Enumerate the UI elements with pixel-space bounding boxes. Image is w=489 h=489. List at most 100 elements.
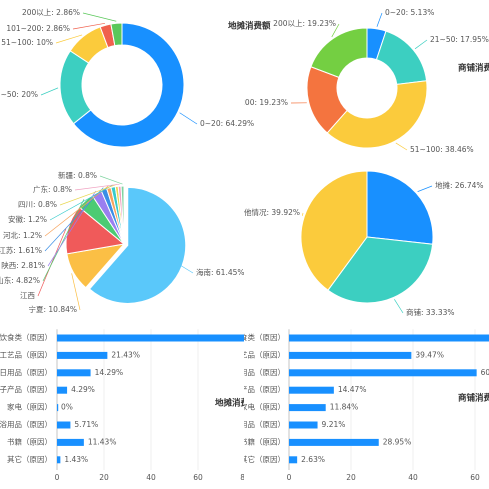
value-label: 14.29% <box>95 368 124 377</box>
slice-label: 江苏: 1.61% <box>0 245 42 255</box>
value-label: 5.71% <box>74 420 98 429</box>
value-label: 1.43% <box>64 455 88 464</box>
bar <box>289 334 489 342</box>
chart-panel: 商铺消费额 0~20: 5.13% 21~50: 17.95% 51~100: 38.… <box>220 8 489 154</box>
leader-line <box>395 142 408 151</box>
leader-line <box>376 12 383 27</box>
value-label: 21.43% <box>111 350 140 359</box>
bar <box>289 404 326 412</box>
slice <box>326 80 428 149</box>
leader-line <box>394 299 404 314</box>
slice-label: 陕西: 2.81% <box>1 260 45 270</box>
bar <box>289 456 298 464</box>
value-label: 14.47% <box>338 385 367 394</box>
slice-label: 51~100: 10% <box>1 38 53 47</box>
slice-label: 101~200: 19.23% <box>220 98 288 107</box>
value-label: 11.43% <box>88 437 117 446</box>
slice-label: 0~20: 5.13% <box>385 8 434 17</box>
slice <box>120 185 125 245</box>
slice-label: 四川: 0.8% <box>18 200 57 209</box>
bar <box>57 438 84 446</box>
category-label: 书籍（原因） <box>7 436 52 446</box>
slice-label: 101~200: 2.86% <box>6 24 70 33</box>
bar <box>289 386 334 394</box>
category-label: 工艺品（原因） <box>233 350 286 359</box>
slice-label: 海南: 61.45% <box>196 267 245 277</box>
value-label: 39.47% <box>415 350 444 359</box>
leader-line <box>55 34 83 44</box>
x-tick-label: 40 <box>408 473 418 482</box>
leader-line <box>42 199 85 282</box>
value-label: 9.21% <box>322 420 346 429</box>
bar <box>57 351 108 359</box>
bar <box>57 421 71 429</box>
leader-line <box>417 185 433 192</box>
value-label: 28.95% <box>383 437 412 446</box>
category-label: 日用品（原因） <box>233 368 286 377</box>
slice-label: 广东: 0.8% <box>33 184 72 194</box>
slice-label: 江西 <box>20 291 35 300</box>
chart-panel: 地摊消费额 0~20: 64.29% 21~50: 20% 51~100: 10% 10… <box>0 8 271 148</box>
slice-label: 200以上: 2.86% <box>22 8 80 17</box>
x-tick-label: 0 <box>55 473 60 482</box>
slice-label: 21~50: 17.95% <box>430 35 489 44</box>
x-tick-label: 20 <box>99 473 109 482</box>
chart-title: 地摊消费额 <box>228 21 271 32</box>
leader-line <box>44 187 104 252</box>
leader-line <box>331 23 340 38</box>
category-label: 其它（原因） <box>240 454 285 464</box>
leader-line <box>71 273 81 311</box>
leader-line <box>47 190 97 267</box>
slice <box>327 236 434 304</box>
category-label: 书籍（原因） <box>240 436 285 446</box>
category-label: 电子产品（原因） <box>0 384 52 394</box>
x-tick-label: 60 <box>470 473 480 482</box>
x-tick-label: 0 <box>287 473 292 482</box>
value-label: 0% <box>61 403 73 412</box>
bar <box>57 456 61 464</box>
slice <box>300 170 368 291</box>
chart-panel: 0 20 40 60 80 地摊消费额 饮食类（原因） 工艺品（原因） 21.43% 日用品（原因… <box>0 329 258 482</box>
slice <box>72 22 185 148</box>
value-label: 4.29% <box>71 385 95 394</box>
bar <box>289 369 477 377</box>
chart-panel: 地摊: 26.74% 商铺: 33.33% 其他情况: 39.92% <box>236 170 484 317</box>
leader-line <box>99 175 123 185</box>
x-tick-label: 20 <box>346 473 356 482</box>
category-label: 卫浴用品（原因） <box>225 419 285 429</box>
category-label: 卫浴用品（原因） <box>0 419 52 429</box>
chart-panel: 海南: 61.45% 宁夏: 10.84% 江西 山东: 4.82% 陕西: 2.81%… <box>0 170 245 314</box>
category-label: 家电（原因） <box>7 402 52 412</box>
slice-label: 200以上: 19.23% <box>273 19 336 28</box>
x-tick-label: 80 <box>240 473 250 482</box>
slice-label: 0~20: 64.29% <box>200 119 254 128</box>
leader-line <box>40 87 59 96</box>
category-label: 电子产品（原因） <box>225 384 285 394</box>
leader-line <box>414 39 428 50</box>
bar <box>57 369 91 377</box>
slice-label: 其他情况: 39.92% <box>236 207 300 217</box>
chart-panel: 0 20 40 60 商铺消费额 饮食类（原因） 工艺品（原因） 39.47% 日用品（原因） 6… <box>225 329 489 482</box>
bar <box>57 334 244 342</box>
x-tick-label: 60 <box>193 473 203 482</box>
leader-line <box>44 185 109 237</box>
value-label: 2.63% <box>301 455 325 464</box>
x-tick-label: 40 <box>146 473 156 482</box>
leader-line <box>179 112 198 125</box>
slice <box>375 30 428 85</box>
leader-line <box>72 22 106 30</box>
leader-line <box>302 212 304 216</box>
slice-label: 河北: 1.2% <box>3 231 42 240</box>
slice-label: 21~50: 20% <box>0 90 38 99</box>
slice-label: 安徽: 1.2% <box>8 214 47 224</box>
chart-title: 地摊消费额 <box>215 398 258 409</box>
bar <box>57 404 59 412</box>
chart-title: 商铺消费额 <box>458 63 489 74</box>
value-label: 60.53% <box>481 368 489 377</box>
slice <box>310 27 368 79</box>
bar <box>289 438 379 446</box>
category-label: 饮食类（原因） <box>0 332 52 342</box>
slice-label: 地摊: 26.74% <box>435 180 484 190</box>
